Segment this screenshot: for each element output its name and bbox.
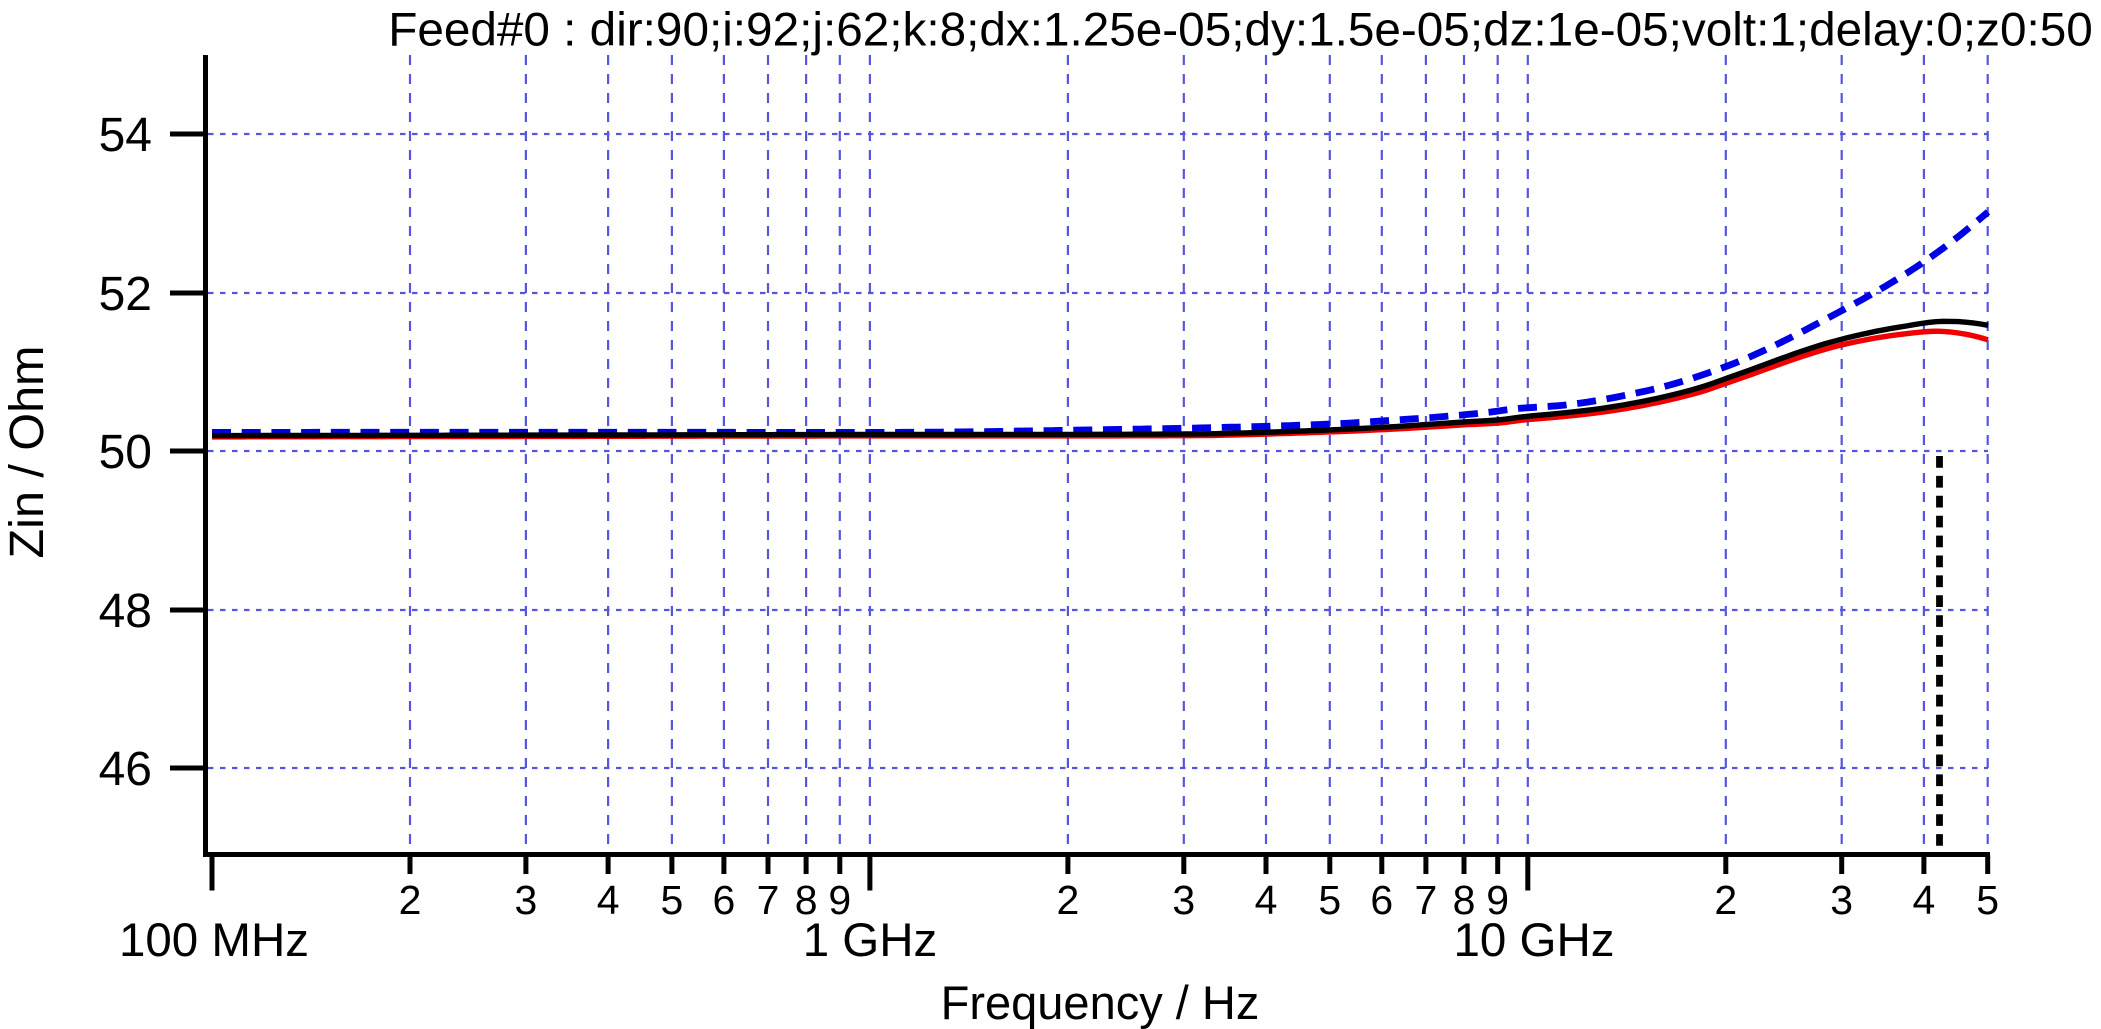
svg-text:4: 4 <box>597 877 620 923</box>
svg-text:8: 8 <box>795 877 818 923</box>
svg-text:2: 2 <box>1714 877 1737 923</box>
svg-text:3: 3 <box>514 877 537 923</box>
svg-text:8: 8 <box>1453 877 1476 923</box>
svg-text:52: 52 <box>99 268 152 321</box>
svg-text:100 MHz: 100 MHz <box>119 914 309 967</box>
svg-text:6: 6 <box>1370 877 1393 923</box>
svg-text:7: 7 <box>1414 877 1437 923</box>
svg-text:46: 46 <box>99 743 152 796</box>
svg-text:7: 7 <box>757 877 780 923</box>
svg-text:5: 5 <box>660 877 683 923</box>
svg-text:2: 2 <box>399 877 422 923</box>
svg-text:Feed#0 : dir:90;i:92;j:62;k:8;: Feed#0 : dir:90;i:92;j:62;k:8;dx:1.25e-0… <box>388 4 2093 57</box>
svg-text:Frequency / Hz: Frequency / Hz <box>941 976 1260 1029</box>
svg-text:6: 6 <box>712 877 735 923</box>
svg-text:54: 54 <box>99 109 152 162</box>
svg-text:3: 3 <box>1830 877 1853 923</box>
svg-text:3: 3 <box>1172 877 1195 923</box>
svg-text:4: 4 <box>1912 877 1935 923</box>
svg-text:1 GHz: 1 GHz <box>803 914 938 967</box>
svg-text:2: 2 <box>1056 877 1079 923</box>
svg-text:50: 50 <box>99 426 152 479</box>
svg-text:9: 9 <box>1486 877 1509 923</box>
svg-text:9: 9 <box>828 877 851 923</box>
svg-text:5: 5 <box>1976 877 1999 923</box>
svg-text:4: 4 <box>1255 877 1278 923</box>
svg-text:10 GHz: 10 GHz <box>1453 914 1614 967</box>
svg-text:5: 5 <box>1318 877 1341 923</box>
svg-text:48: 48 <box>99 585 152 638</box>
svg-text:Zin / Ohm: Zin / Ohm <box>0 346 54 559</box>
